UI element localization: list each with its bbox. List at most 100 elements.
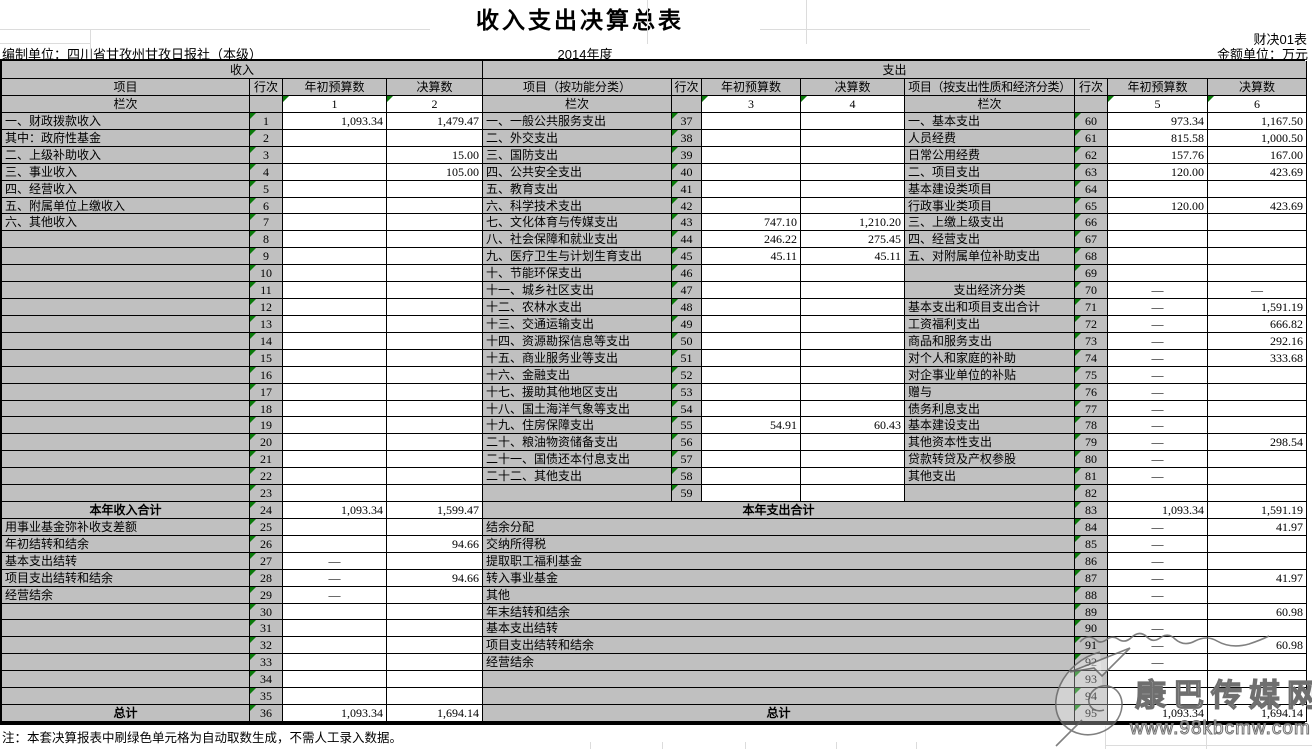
income-item-cell [2, 417, 250, 435]
income-item-cell [2, 299, 250, 316]
economic-budget-cell: — [1108, 332, 1208, 350]
summary-final-cell [1208, 671, 1307, 689]
gridline [0, 43, 90, 44]
green-triangle-icon [250, 349, 256, 356]
function-rowno-cell: 43 [672, 214, 702, 232]
function-rowno-cell: 55 [672, 417, 702, 435]
income-final-cell [387, 451, 483, 469]
income-final-cell [387, 688, 483, 706]
function-item-cell: 五、教育支出 [483, 180, 672, 198]
green-triangle-icon [672, 468, 678, 475]
summary-label-cell [483, 688, 1075, 706]
economic-budget-cell: — [1108, 383, 1208, 401]
green-triangle-icon [250, 299, 256, 306]
income-rowno-cell: 9 [250, 248, 283, 266]
economic-rowno-cell: 64 [1075, 180, 1108, 198]
function-rowno-cell: 38 [672, 129, 702, 147]
green-triangle-icon [1108, 96, 1114, 102]
economic-rowno-cell: 72 [1075, 315, 1108, 333]
function-budget-cell [702, 113, 801, 130]
function-budget-cell [702, 299, 801, 316]
economic-item-cell [905, 265, 1075, 283]
summary-budget-cell: — [1108, 518, 1208, 536]
economic-budget-cell: — [1108, 299, 1208, 316]
economic-final-cell: 1,167.50 [1208, 113, 1307, 130]
income-rowno-cell: 20 [250, 434, 283, 452]
economic-final-cell: 298.54 [1208, 434, 1307, 452]
income-rowno-cell: 22 [250, 468, 283, 486]
function-final-cell [801, 332, 905, 350]
function-item-cell: 二、外交支出 [483, 129, 672, 147]
green-triangle-icon [1075, 315, 1081, 322]
income-item-cell [2, 265, 250, 283]
economic-item-cell: 基本支出和项目支出合计 [905, 299, 1075, 316]
income-rowno-cell: 2 [250, 129, 283, 147]
income-final-cell [387, 315, 483, 333]
green-triangle-icon [672, 214, 678, 221]
income-budget-cell [283, 451, 387, 469]
economic-budget-cell: — [1108, 434, 1208, 452]
function-rowno-cell: 50 [672, 332, 702, 350]
summary-label-cell: 年末结转和结余 [483, 603, 1075, 621]
income-item-cell [2, 332, 250, 350]
function-rowno-cell: 40 [672, 163, 702, 181]
green-triangle-icon [1075, 299, 1081, 306]
green-triangle-icon [250, 688, 256, 695]
green-triangle-icon [1075, 282, 1081, 289]
gridline [590, 742, 591, 749]
unit-note: 金额单位：万元 [1216, 47, 1308, 62]
summary-budget-cell: — [1108, 620, 1208, 638]
function-final-cell: 1,210.20 [801, 214, 905, 232]
income-budget-cell [283, 620, 387, 638]
function-rowno-cell: 51 [672, 349, 702, 367]
income-rowno-cell: 28 [250, 569, 283, 587]
income-final-cell [387, 400, 483, 418]
economic-item-cell: 债务利息支出 [905, 400, 1075, 418]
page-title: 收入支出决算总表 [476, 7, 684, 33]
green-triangle-icon [250, 620, 256, 627]
function-budget-cell [702, 282, 801, 300]
green-triangle-icon [672, 146, 678, 153]
green-triangle-icon [250, 146, 256, 153]
function-budget-cell [702, 349, 801, 367]
gridline [916, 742, 917, 749]
income-rowno-cell: 5 [250, 180, 283, 198]
income-final-cell: 1,694.14 [387, 705, 483, 722]
lanci-header [250, 96, 283, 113]
summary-budget-cell: 1,093.34 [1108, 502, 1208, 519]
economic-item-cell: 二、项目支出 [905, 163, 1075, 181]
income-item-cell [2, 654, 250, 672]
income-rowno-cell: 26 [250, 535, 283, 553]
summary-final-cell [1208, 620, 1307, 638]
income-final-cell [387, 299, 483, 316]
function-rowno-cell: 46 [672, 265, 702, 283]
summary-final-cell: 1,694.14 [1208, 705, 1307, 722]
income-rowno-cell: 36 [250, 705, 283, 722]
column-header: 项目（按支出性质和经济分类） [905, 79, 1075, 96]
income-rowno-cell: 11 [250, 282, 283, 300]
income-item-cell [2, 468, 250, 486]
function-rowno-cell: 53 [672, 383, 702, 401]
green-triangle-icon [1075, 502, 1081, 509]
income-rowno-cell: 16 [250, 366, 283, 384]
economic-final-cell: 1,000.50 [1208, 129, 1307, 147]
economic-item-cell: 工资福利支出 [905, 315, 1075, 333]
economic-budget-cell [1108, 248, 1208, 266]
green-triangle-icon [1075, 417, 1081, 424]
income-item-cell: 本年收入合计 [2, 502, 250, 519]
green-triangle-icon [250, 603, 256, 610]
green-triangle-icon [672, 451, 678, 458]
economic-rowno-cell: 79 [1075, 434, 1108, 452]
economic-item-cell: 五、对附属单位补助支出 [905, 248, 1075, 266]
summary-final-cell [1208, 535, 1307, 553]
economic-budget-cell: — [1108, 417, 1208, 435]
income-rowno-cell: 25 [250, 518, 283, 536]
function-item-cell: 十七、援助其他地区支出 [483, 383, 672, 401]
green-triangle-icon [672, 299, 678, 306]
income-final-cell: 94.66 [387, 535, 483, 553]
economic-final-cell: 423.69 [1208, 197, 1307, 215]
function-final-cell [801, 485, 905, 503]
function-budget-cell [702, 434, 801, 452]
summary-final-cell: 60.98 [1208, 637, 1307, 655]
summary-rowno-cell: 89 [1075, 603, 1108, 621]
